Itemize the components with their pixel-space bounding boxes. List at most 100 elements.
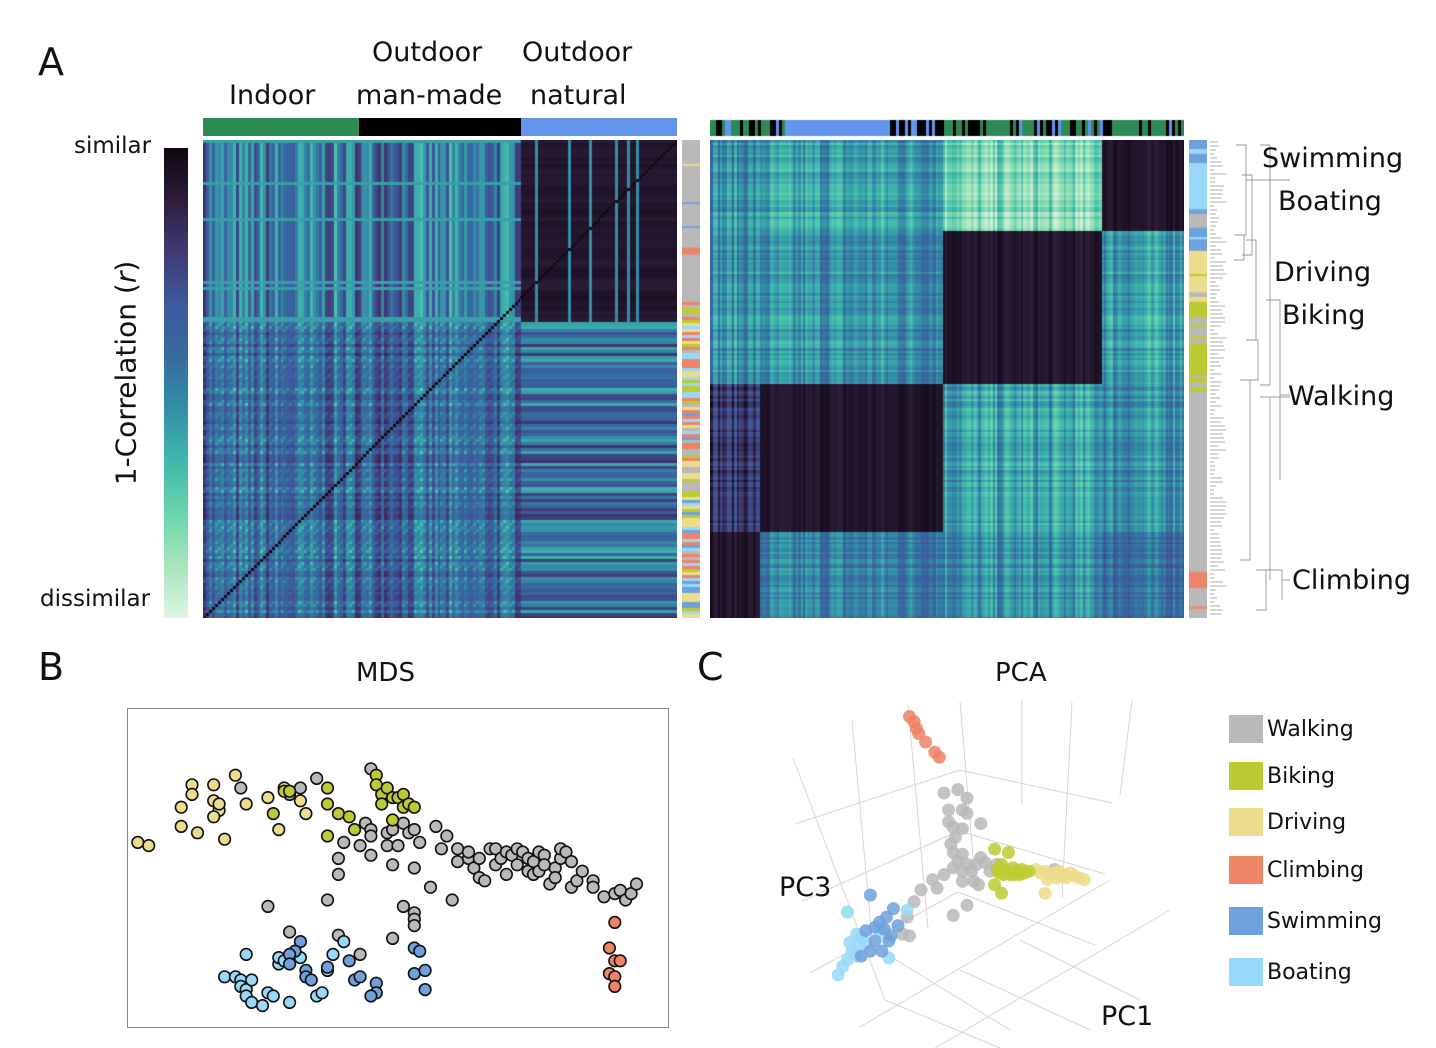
pca-point-swimming xyxy=(891,919,905,933)
pca-point-boating xyxy=(900,903,914,917)
mds-point-biking xyxy=(283,784,297,798)
pca-point-walking xyxy=(951,783,965,797)
pca-gridline xyxy=(859,879,1111,1028)
mds-point-walking xyxy=(386,931,400,945)
column-group-label-indoor: Indoor xyxy=(229,80,316,111)
pca-gridline xyxy=(794,769,961,825)
pca-point-walking xyxy=(955,847,969,861)
mds-point-boating xyxy=(255,999,270,1013)
pca-gridline xyxy=(958,830,1106,875)
colorbar-top-label: similar xyxy=(74,133,152,159)
pca-point-biking xyxy=(1001,846,1015,859)
mds-point-walking xyxy=(413,835,427,849)
mds-point-walking xyxy=(331,867,345,881)
pca-point-boating xyxy=(840,905,854,919)
mds-point-biking xyxy=(348,822,362,837)
mds-point-walking xyxy=(434,842,449,856)
legend-item-boating: Boating xyxy=(1229,957,1352,987)
pca-point-walking xyxy=(937,868,951,882)
mds-point-biking xyxy=(342,810,356,824)
mds-point-boating xyxy=(239,947,253,961)
mds-point-walking xyxy=(364,848,378,862)
legend-label-walking: Walking xyxy=(1267,716,1354,742)
cluster-label-walking: Walking xyxy=(1288,381,1395,412)
pca-point-swimming xyxy=(859,924,873,938)
cluster-label-driving: Driving xyxy=(1274,257,1372,288)
mds-point-walking xyxy=(310,771,324,785)
colorbar xyxy=(164,148,188,618)
mds-point-driving xyxy=(299,806,313,821)
pca-point-walking xyxy=(955,864,969,878)
pca-point-walking xyxy=(937,786,951,800)
heatmap-clustered-canvas xyxy=(710,140,1184,618)
pca-legend: Walking Biking Driving Climbing Swimming… xyxy=(1229,714,1429,1004)
mds-point-biking xyxy=(407,800,421,814)
colorbar-title-italic: r xyxy=(109,271,143,284)
dendrogram-branch xyxy=(1260,144,1271,386)
pca-point-walking xyxy=(930,881,944,895)
legend-swatch-biking xyxy=(1229,762,1263,790)
pca-point-boating xyxy=(831,968,845,982)
legend-item-walking: Walking xyxy=(1229,714,1354,744)
pca-point-walking xyxy=(974,817,988,831)
mds-point-walking xyxy=(510,858,524,872)
mds-point-walking xyxy=(331,851,345,865)
pca-title: PCA xyxy=(995,658,1047,688)
pca-point-walking xyxy=(960,806,974,820)
mds-point-biking xyxy=(266,806,280,821)
pca-point-swimming xyxy=(863,888,877,902)
legend-label-climbing: Climbing xyxy=(1267,857,1365,883)
pca-points xyxy=(831,710,1091,982)
mds-point-swimming xyxy=(304,973,318,987)
mds-point-climbing xyxy=(613,954,627,968)
dendrogram-branch xyxy=(1248,339,1259,381)
scene-strip-outdoor-manmade xyxy=(359,118,521,136)
mds-point-driving xyxy=(190,826,205,840)
mds-point-walking xyxy=(624,887,638,901)
mds-point-walking xyxy=(451,842,465,856)
mds-point-boating xyxy=(315,986,329,1000)
panel-letter-a: A xyxy=(38,40,64,84)
mds-point-swimming xyxy=(353,970,367,984)
mds-point-swimming xyxy=(418,983,432,997)
pca-point-biking xyxy=(995,886,1008,900)
pca-gridline xyxy=(801,830,960,902)
mds-point-boating xyxy=(337,935,351,949)
pca-point-swimming xyxy=(882,934,896,948)
pca-axis-label-pc1: PC1 xyxy=(1101,1001,1154,1032)
dendrogram-branch xyxy=(1240,379,1251,561)
mds-point-boating xyxy=(245,973,259,987)
pca-gridline xyxy=(1119,700,1133,796)
mds-point-walking xyxy=(570,874,584,888)
mds-point-driving xyxy=(217,832,232,846)
mds-point-walking xyxy=(429,819,443,833)
pca-gridline xyxy=(879,949,1011,1031)
mds-point-biking xyxy=(396,787,411,801)
pca-point-driving xyxy=(1038,886,1052,900)
dendrogram xyxy=(1210,141,1290,615)
mds-point-walking xyxy=(407,822,421,837)
pca-point-walking xyxy=(960,898,974,912)
mds-point-walking xyxy=(283,925,297,939)
activity-row-strip-right xyxy=(1189,140,1207,618)
mds-point-biking xyxy=(331,806,345,821)
pca-gridline xyxy=(1061,701,1073,899)
colorbar-bottom-label: dissimilar xyxy=(40,586,151,612)
pca-point-walking xyxy=(942,803,956,817)
legend-swatch-climbing xyxy=(1229,856,1263,884)
pca-point-climbing xyxy=(919,735,933,749)
mds-point-walking xyxy=(391,839,405,853)
mds-point-swimming xyxy=(283,957,297,971)
pca-gridline xyxy=(934,909,1171,1048)
mds-scatter-plot xyxy=(127,708,669,1028)
mds-point-driving xyxy=(185,787,199,801)
cluster-label-swimming: Swimming xyxy=(1262,143,1404,174)
mds-point-walking xyxy=(386,858,400,872)
pca-point-walking xyxy=(903,929,916,943)
mds-point-walking xyxy=(597,890,611,904)
legend-swatch-boating xyxy=(1229,958,1263,986)
pca-axis-label-pc3: PC3 xyxy=(779,872,832,903)
dendrogram-branch xyxy=(1242,174,1253,256)
mds-point-walking xyxy=(478,874,492,888)
legend-item-biking: Biking xyxy=(1229,761,1335,791)
